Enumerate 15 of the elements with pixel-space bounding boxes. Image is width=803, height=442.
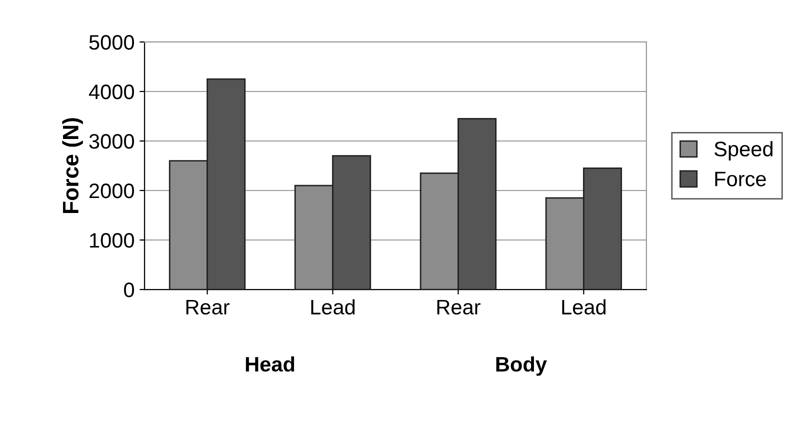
x-tick-label: Lead	[562, 299, 606, 315]
y-tick-label: 1000	[90, 233, 134, 248]
y-tick-label: 3000	[89, 134, 134, 149]
x-tick-label: Rear	[437, 300, 480, 315]
text: Head	[246, 356, 294, 372]
x-tick-label: Rear	[186, 300, 230, 315]
y-tick-label: 5000	[89, 34, 134, 50]
x-tick-label: Lead	[311, 299, 355, 315]
y-tick-label: 4000	[88, 84, 134, 100]
y-tick-label: 2000	[90, 184, 134, 198]
y-tick-label: 0	[124, 282, 134, 298]
legend-label: Speed	[714, 141, 772, 161]
y-axis-title: Force (N)	[62, 118, 83, 214]
legend-label: Force	[715, 172, 766, 186]
text: Body	[496, 356, 547, 376]
